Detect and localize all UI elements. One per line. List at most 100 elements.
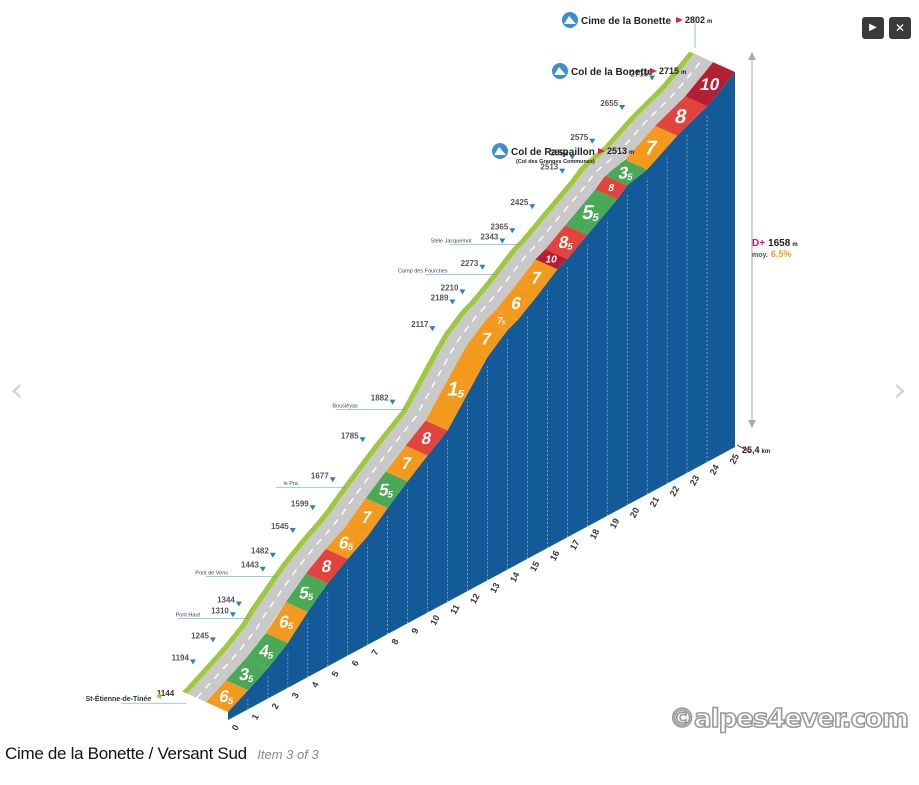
km-tick-label: 11 bbox=[448, 603, 461, 616]
next-arrow-icon[interactable]: › bbox=[893, 370, 907, 410]
km-tick-label: 20 bbox=[628, 506, 642, 520]
altitude-label: 2575 bbox=[570, 133, 588, 142]
altitude-marker bbox=[389, 399, 396, 405]
altitude-label: 1545 bbox=[271, 522, 289, 531]
play-icon[interactable]: ▶ bbox=[862, 17, 884, 39]
mountain-glyph bbox=[494, 147, 506, 155]
grade-segment bbox=[605, 159, 648, 186]
altitude-marker bbox=[429, 326, 436, 332]
altitude-marker bbox=[235, 601, 242, 607]
altitude-marker bbox=[289, 528, 296, 534]
km-tick-label: 21 bbox=[648, 495, 662, 509]
km-tick-label: 2 bbox=[270, 702, 281, 711]
km-tick-label: 6 bbox=[350, 659, 361, 668]
grade-label: 8 bbox=[607, 183, 615, 194]
km-tick-label: 12 bbox=[468, 592, 482, 606]
hill-area bbox=[228, 72, 735, 720]
km-tick-label: 3 bbox=[290, 691, 301, 700]
grade-segment bbox=[225, 658, 268, 691]
grade-label: 8 bbox=[673, 106, 689, 128]
km-tick-label: 19 bbox=[608, 517, 622, 531]
altitude-label: 2343 bbox=[481, 233, 499, 242]
km-tick-label: 24 bbox=[708, 463, 722, 477]
altitude-label: 2365 bbox=[491, 222, 509, 231]
km-tick-label: 15 bbox=[528, 560, 542, 574]
gain-prefix: D+ 1658 m bbox=[752, 238, 798, 249]
altitude-marker bbox=[559, 168, 566, 174]
grade-label: 10 bbox=[544, 255, 558, 266]
grade-label: 7 bbox=[480, 329, 494, 349]
place-label: Stèle Jacquemot bbox=[431, 238, 472, 244]
grade-label: 10 bbox=[698, 74, 721, 94]
gain-average-label: moy. 6,5% bbox=[752, 249, 791, 259]
caption: Cime de la Bonette / Versant Sud Item 3 … bbox=[5, 744, 319, 768]
grade-label: 6 bbox=[510, 293, 524, 313]
altitude-label: 1344 bbox=[217, 596, 235, 605]
km-tick-label: 18 bbox=[588, 527, 602, 541]
altitude-label: 2273 bbox=[461, 259, 479, 268]
km-tick-label: 22 bbox=[668, 484, 682, 498]
grade-segment bbox=[685, 62, 735, 107]
place-label: le Pra bbox=[284, 481, 299, 487]
place-label: Camp des Fourches bbox=[398, 269, 448, 275]
altitude-marker bbox=[569, 154, 576, 160]
altitude-label: 1599 bbox=[291, 499, 309, 508]
summit-name: Col de Raspaillon bbox=[511, 147, 595, 158]
mountain-glyph bbox=[564, 16, 576, 24]
km-tick-label: 10 bbox=[428, 613, 442, 627]
altitude-label: 1245 bbox=[191, 631, 209, 640]
altitude-label: 1310 bbox=[211, 606, 229, 615]
watermark-text: ©alpes4ever.com bbox=[669, 704, 908, 734]
previous-arrow-icon[interactable]: ‹ bbox=[10, 370, 24, 410]
summit-altitude: 2513 m bbox=[607, 146, 634, 156]
grade-label: 7 bbox=[400, 453, 414, 473]
grade-segment bbox=[465, 320, 508, 357]
grade-label: 7 bbox=[360, 507, 374, 527]
altitude-marker bbox=[619, 104, 626, 110]
place-label-start: St-Étienne-de-Tinée bbox=[86, 694, 152, 703]
grade-segment bbox=[485, 310, 518, 331]
altitude-marker bbox=[189, 659, 196, 665]
altitude-marker bbox=[209, 637, 216, 643]
place-label: Pont Haut bbox=[176, 613, 201, 619]
distance-marker bbox=[736, 444, 751, 453]
grade-segment bbox=[495, 285, 538, 321]
grade-segment bbox=[245, 633, 288, 669]
grade-segment bbox=[325, 526, 368, 559]
km-tick-label: 25 bbox=[728, 452, 742, 466]
flag-icon bbox=[676, 17, 683, 23]
place-label: Bousiéyas bbox=[332, 404, 358, 410]
grade-segment bbox=[365, 471, 408, 509]
km-tick-label: 14 bbox=[508, 570, 522, 584]
caption-title: Cime de la Bonette / Versant Sud bbox=[5, 744, 247, 763]
grade-segment bbox=[595, 175, 628, 200]
km-tick-label: 0 bbox=[230, 723, 241, 732]
altitude-label: 2425 bbox=[510, 198, 528, 207]
altitude-label: 1194 bbox=[172, 653, 190, 662]
altitude-marker bbox=[589, 138, 596, 144]
distance-value: 25,4 km bbox=[742, 445, 770, 455]
grade-label: 7 bbox=[643, 138, 659, 160]
grade-segment bbox=[405, 420, 448, 456]
km-tick-label: 9 bbox=[409, 626, 420, 635]
km-tick-label: 4 bbox=[310, 680, 321, 689]
summit-altitude: 2715 m bbox=[659, 66, 686, 76]
altitude-marker bbox=[479, 264, 486, 270]
altitude-marker bbox=[449, 299, 456, 305]
close-icon[interactable]: ✕ bbox=[889, 17, 911, 39]
flag-icon bbox=[650, 68, 657, 74]
km-tick-label: 7 bbox=[369, 648, 380, 657]
altitude-marker bbox=[269, 552, 276, 558]
altitude-marker bbox=[229, 612, 236, 618]
km-tick-label: 8 bbox=[389, 637, 400, 646]
altitude-label: 2189 bbox=[431, 293, 449, 302]
place-label: Pont de Vens bbox=[195, 571, 228, 577]
summit-name: Col de la Bonette bbox=[571, 67, 653, 78]
caption-counter: Item 3 of 3 bbox=[257, 747, 319, 762]
km-tick-label: 17 bbox=[568, 538, 582, 552]
summit-subname: (Col des Granges Communes) bbox=[516, 159, 595, 165]
altitude-label: 1882 bbox=[371, 394, 389, 403]
km-tick-label: 16 bbox=[548, 549, 562, 563]
gain-arrow-down-icon bbox=[748, 420, 756, 428]
